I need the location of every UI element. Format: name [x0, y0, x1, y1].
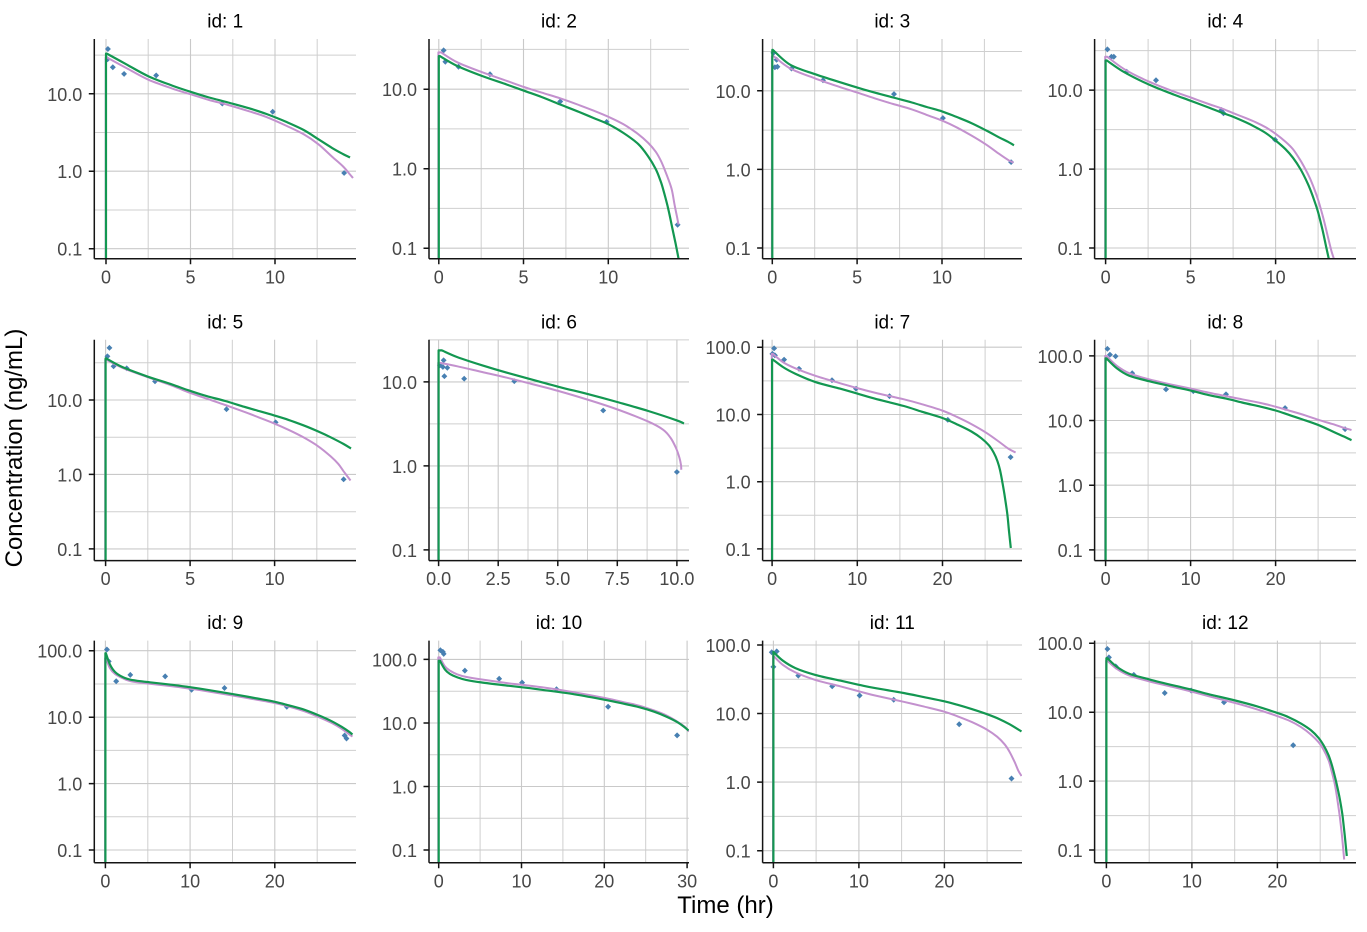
- svg-text:5: 5: [852, 267, 862, 287]
- svg-text:5.0: 5.0: [545, 569, 570, 589]
- svg-text:0: 0: [100, 871, 110, 891]
- svg-text:100.0: 100.0: [372, 650, 417, 670]
- svg-text:0: 0: [434, 267, 444, 287]
- svg-text:10.0: 10.0: [47, 391, 82, 411]
- svg-text:0: 0: [767, 569, 777, 589]
- svg-text:5: 5: [185, 569, 195, 589]
- svg-text:1.0: 1.0: [392, 778, 417, 798]
- svg-text:1.0: 1.0: [392, 160, 417, 180]
- svg-text:1.0: 1.0: [57, 162, 82, 182]
- svg-text:10: 10: [265, 267, 285, 287]
- svg-text:id: 4: id: 4: [1207, 12, 1243, 33]
- svg-text:20: 20: [265, 871, 285, 891]
- svg-text:0.1: 0.1: [726, 540, 751, 560]
- svg-text:7.5: 7.5: [605, 569, 630, 589]
- svg-text:5: 5: [1186, 267, 1196, 287]
- svg-text:10.0: 10.0: [47, 708, 82, 728]
- svg-text:1.0: 1.0: [392, 457, 417, 477]
- svg-text:0.1: 0.1: [1058, 841, 1083, 861]
- svg-text:30: 30: [677, 871, 697, 891]
- svg-text:id: 10: id: 10: [536, 613, 582, 634]
- svg-text:1.0: 1.0: [1058, 772, 1083, 792]
- svg-text:id: 1: id: 1: [207, 12, 243, 33]
- svg-text:100.0: 100.0: [1038, 347, 1083, 367]
- svg-text:1.0: 1.0: [726, 160, 751, 180]
- svg-text:0: 0: [434, 871, 444, 891]
- svg-text:0.1: 0.1: [726, 239, 751, 259]
- svg-text:0: 0: [768, 871, 778, 891]
- svg-text:0: 0: [1101, 267, 1111, 287]
- svg-text:0.1: 0.1: [392, 239, 417, 259]
- svg-text:1.0: 1.0: [726, 473, 751, 493]
- svg-text:id: 5: id: 5: [207, 312, 243, 333]
- svg-text:0: 0: [101, 267, 111, 287]
- svg-text:1.0: 1.0: [57, 465, 82, 485]
- svg-text:0: 0: [767, 267, 777, 287]
- svg-text:100.0: 100.0: [706, 636, 751, 656]
- svg-text:id: 3: id: 3: [874, 12, 910, 33]
- svg-text:0.1: 0.1: [57, 841, 82, 861]
- svg-text:10: 10: [847, 569, 867, 589]
- svg-text:10.0: 10.0: [716, 82, 751, 102]
- svg-text:0.1: 0.1: [1058, 239, 1083, 259]
- svg-text:0.1: 0.1: [392, 841, 417, 861]
- svg-text:0.1: 0.1: [57, 240, 82, 260]
- svg-text:id: 11: id: 11: [870, 613, 915, 634]
- svg-text:5: 5: [518, 267, 528, 287]
- svg-text:Concentration (ng/mL): Concentration (ng/mL): [1, 329, 28, 568]
- svg-text:1.0: 1.0: [1058, 476, 1083, 496]
- svg-text:0.1: 0.1: [1058, 541, 1083, 561]
- svg-text:10.0: 10.0: [1048, 412, 1083, 432]
- svg-text:id: 12: id: 12: [1202, 613, 1248, 634]
- svg-text:id: 7: id: 7: [874, 312, 910, 333]
- svg-text:10: 10: [1266, 267, 1286, 287]
- svg-text:id: 6: id: 6: [541, 312, 577, 333]
- svg-text:10: 10: [1182, 871, 1202, 891]
- svg-text:100.0: 100.0: [1038, 634, 1083, 654]
- svg-text:0.1: 0.1: [726, 842, 751, 862]
- svg-text:10.0: 10.0: [716, 705, 751, 725]
- svg-text:20: 20: [594, 871, 614, 891]
- svg-text:100.0: 100.0: [706, 338, 751, 358]
- svg-text:id: 8: id: 8: [1207, 312, 1243, 333]
- svg-text:id: 9: id: 9: [207, 613, 243, 634]
- svg-text:10: 10: [1181, 569, 1201, 589]
- svg-text:0.1: 0.1: [57, 540, 82, 560]
- svg-text:20: 20: [1267, 871, 1287, 891]
- svg-text:10.0: 10.0: [382, 714, 417, 734]
- svg-text:10.0: 10.0: [716, 406, 751, 426]
- svg-text:0: 0: [101, 569, 111, 589]
- svg-text:10: 10: [932, 267, 952, 287]
- svg-text:10: 10: [598, 267, 618, 287]
- svg-text:Time (hr): Time (hr): [677, 892, 773, 919]
- svg-text:1.0: 1.0: [1058, 160, 1083, 180]
- svg-text:20: 20: [1266, 569, 1286, 589]
- svg-text:10.0: 10.0: [47, 85, 82, 105]
- svg-text:2.5: 2.5: [486, 569, 511, 589]
- svg-text:10: 10: [849, 871, 869, 891]
- svg-text:10.0: 10.0: [1048, 81, 1083, 101]
- svg-text:10.0: 10.0: [382, 373, 417, 393]
- svg-text:10: 10: [511, 871, 531, 891]
- svg-text:20: 20: [932, 569, 952, 589]
- svg-text:10.0: 10.0: [659, 569, 694, 589]
- svg-text:id: 2: id: 2: [541, 12, 577, 33]
- svg-text:10: 10: [180, 871, 200, 891]
- svg-text:20: 20: [934, 871, 954, 891]
- svg-text:100.0: 100.0: [37, 642, 82, 662]
- svg-text:0: 0: [1101, 871, 1111, 891]
- svg-text:0.1: 0.1: [392, 541, 417, 561]
- svg-text:10.0: 10.0: [1048, 703, 1083, 723]
- svg-text:0: 0: [1101, 569, 1111, 589]
- svg-text:1.0: 1.0: [726, 773, 751, 793]
- svg-text:1.0: 1.0: [57, 775, 82, 795]
- svg-text:5: 5: [185, 267, 195, 287]
- svg-text:10: 10: [265, 569, 285, 589]
- svg-text:0.0: 0.0: [426, 569, 451, 589]
- svg-text:10.0: 10.0: [382, 80, 417, 100]
